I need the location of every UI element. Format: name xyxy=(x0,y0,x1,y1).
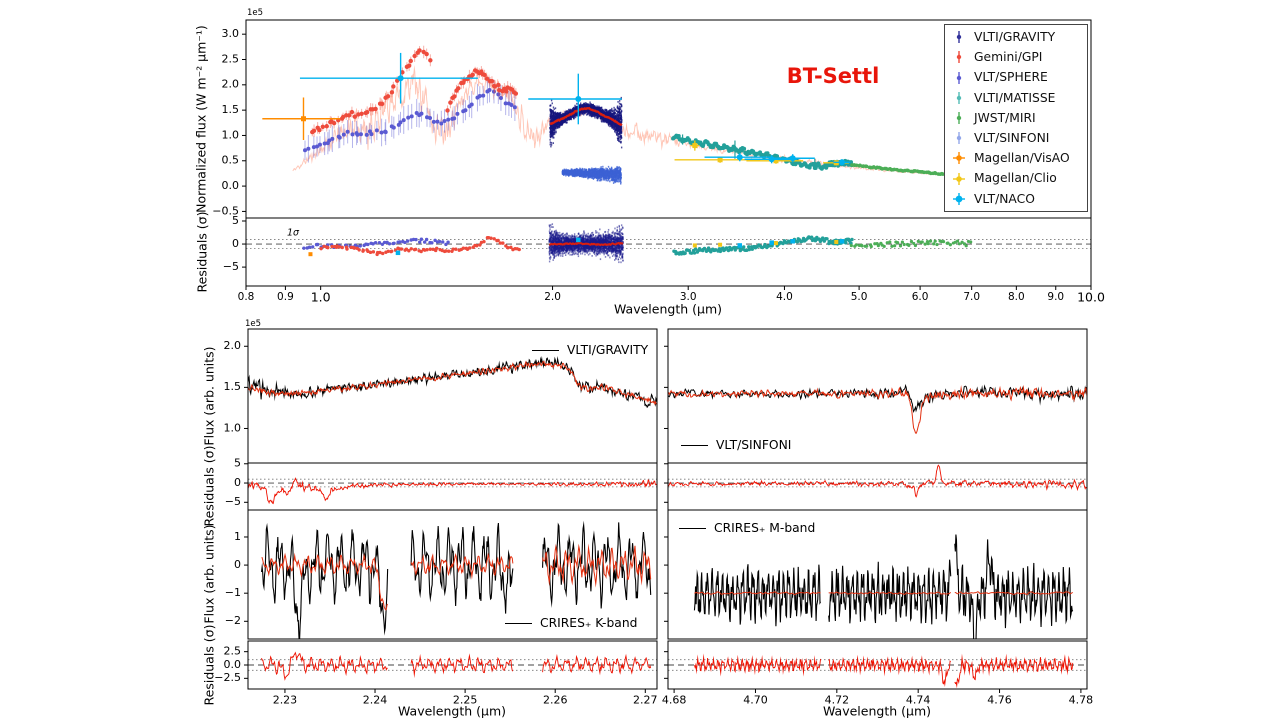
legend-item-magellan-clio: Magellan/Clio xyxy=(951,171,1083,187)
legend-marker-icon xyxy=(956,51,962,64)
legend-item-label: Gemini/GPI xyxy=(974,50,1043,65)
legend-marker-icon xyxy=(956,71,962,84)
legend-item-magellan-visao: Magellan/VisAO xyxy=(951,150,1083,166)
legend-item-label: VLT/SINFONI xyxy=(974,131,1050,146)
legend-sinfoni: VLT/SINFONI xyxy=(681,438,791,452)
legend-gravity: VLTI/GRAVITY xyxy=(532,343,648,357)
legend-marker-icon xyxy=(956,31,962,44)
legend-marker-icon xyxy=(956,91,962,104)
legend-item-gemini-gpi: Gemini/GPI xyxy=(951,49,1083,65)
legend-item-vlt-sinfoni: VLT/SINFONI xyxy=(951,130,1083,146)
sinfoni-line-swatch xyxy=(681,444,708,446)
legend-marker-icon xyxy=(953,172,965,185)
legend-crires-k: CRIRES₊ K-band xyxy=(505,616,637,630)
legend-item-label: VLTI/MATISSE xyxy=(974,90,1056,105)
gravity-line-swatch xyxy=(532,349,559,351)
legend-marker-icon xyxy=(953,152,965,165)
crires-m-line-swatch xyxy=(679,527,706,529)
legend-marker-icon xyxy=(956,132,962,145)
crires-k-line-swatch xyxy=(505,622,532,624)
legend-item-label: VLT/NACO xyxy=(974,191,1035,206)
legend-crires-m-label: CRIRES₊ M-band xyxy=(714,521,816,535)
legend-marker-icon xyxy=(953,192,965,205)
legend-item-vlt-naco: VLT/NACO xyxy=(951,191,1083,207)
legend-item-vlti-matisse: VLTI/MATISSE xyxy=(951,90,1083,106)
legend-item-jwst-miri: JWST/MIRI xyxy=(951,110,1083,126)
legend-sinfoni-label: VLT/SINFONI xyxy=(716,438,792,452)
legend-item-label: Magellan/VisAO xyxy=(974,151,1070,166)
legend-gravity-label: VLTI/GRAVITY xyxy=(567,343,649,357)
legend-item-vlti-gravity: VLTI/GRAVITY xyxy=(951,29,1083,45)
legend-item-label: VLTI/GRAVITY xyxy=(974,29,1056,44)
legend-item-vlt-sphere: VLT/SPHERE xyxy=(951,70,1083,86)
legend: VLTI/GRAVITY Gemini/GPI VLT/SPHERE VLTI/MAT… xyxy=(944,24,1088,212)
legend-crires-m: CRIRES₊ M-band xyxy=(679,521,815,535)
legend-item-label: JWST/MIRI xyxy=(974,110,1036,125)
legend-item-label: Magellan/Clio xyxy=(974,171,1057,186)
legend-marker-icon xyxy=(956,111,962,124)
legend-item-label: VLT/SPHERE xyxy=(974,70,1048,85)
legend-crires-k-label: CRIRES₊ K-band xyxy=(540,616,638,630)
